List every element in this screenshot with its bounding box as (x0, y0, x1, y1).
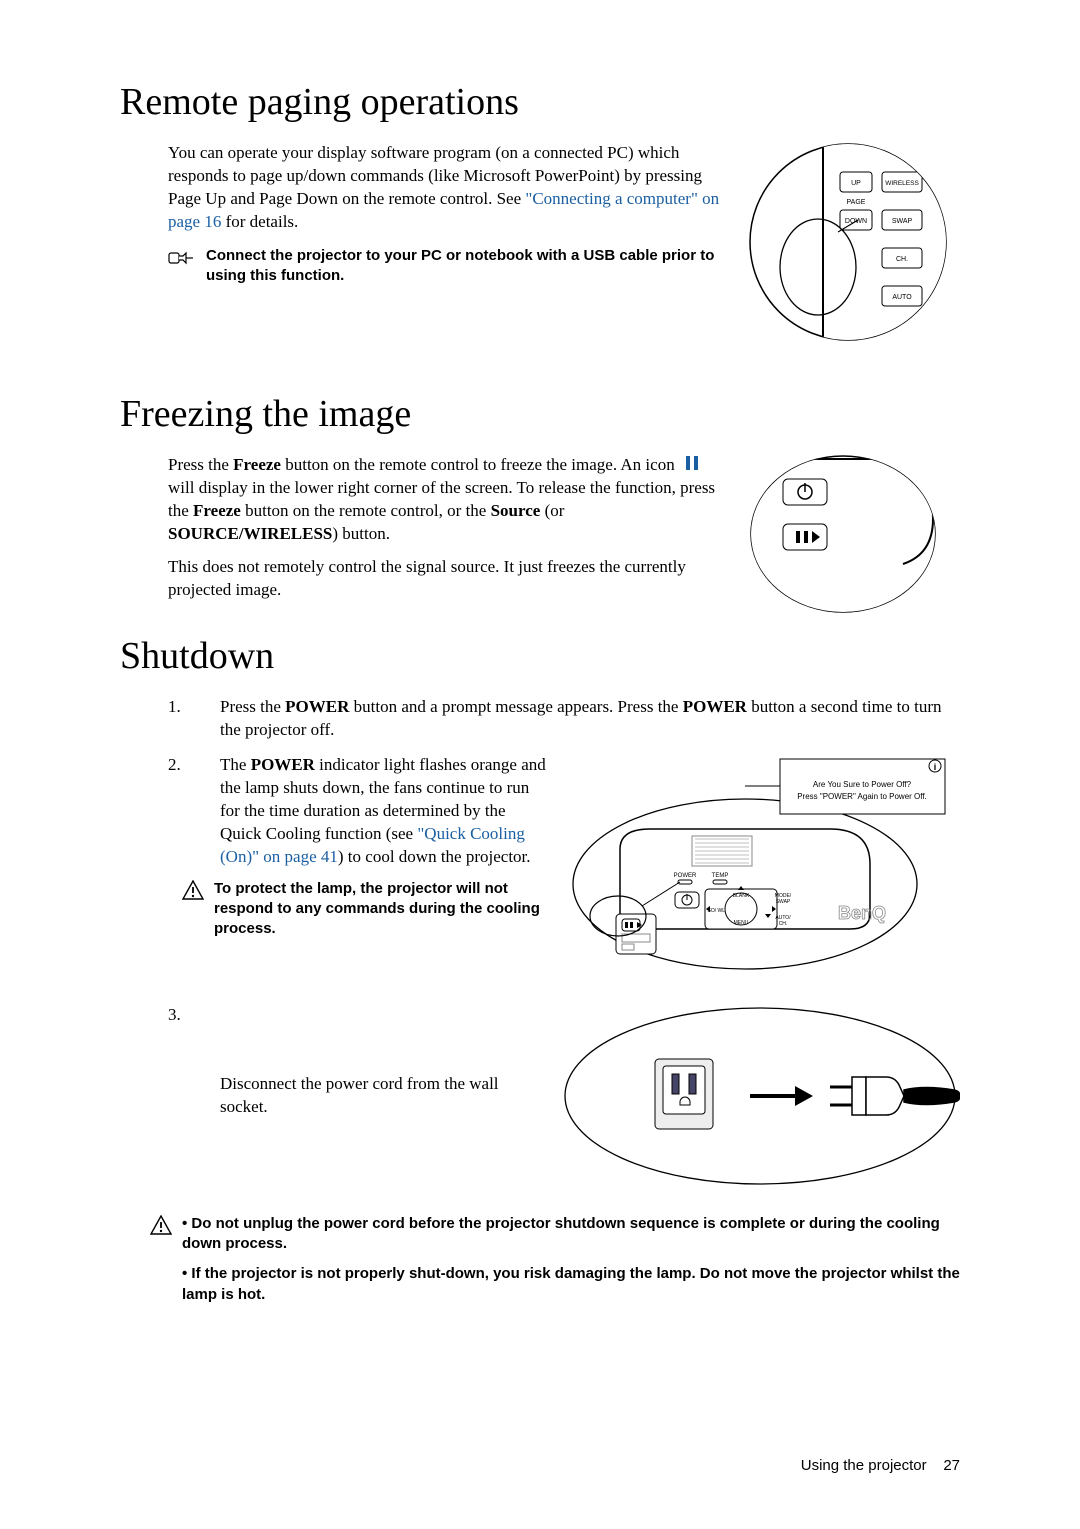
svg-text:TEMP: TEMP (712, 873, 729, 879)
remote-freeze-figure (748, 454, 938, 614)
text: Press the (168, 455, 233, 474)
svg-text:i: i (934, 762, 937, 772)
label-source: Source (491, 501, 541, 520)
page-number: 27 (943, 1457, 960, 1474)
note-text: Connect the projector to your PC or note… (206, 246, 728, 287)
text: ) button. (332, 524, 390, 543)
list-number: 3. (168, 1004, 192, 1189)
svg-text:AUTO: AUTO (892, 294, 912, 301)
note-text: To protect the lamp, the projector will … (214, 879, 550, 940)
text: The (220, 755, 251, 774)
svg-text:BenQ: BenQ (838, 903, 886, 923)
remote-page-buttons-figure: UP PAGE DOWN WIRELESS SWAP CH. AUTO (748, 142, 948, 342)
svg-text:PAGE: PAGE (847, 199, 866, 206)
svg-text:UP: UP (851, 180, 861, 187)
text: Disconnect the power cord from the wall … (220, 1073, 540, 1119)
warning-icon (182, 880, 204, 900)
text: for details. (221, 212, 298, 231)
page-footer: Using the projector 27 (801, 1457, 960, 1474)
svg-text:BLANK: BLANK (733, 893, 750, 899)
svg-text:CH.: CH. (779, 921, 788, 927)
section-shutdown: 1. Press the POWER button and a prompt m… (168, 696, 960, 1315)
label-power: POWER (683, 697, 747, 716)
footer-text: Using the projector (801, 1457, 927, 1474)
label-freeze: Freeze (233, 455, 281, 474)
label-power: POWER (251, 755, 315, 774)
text: (or (540, 501, 564, 520)
text: button on the remote control, or the (241, 501, 491, 520)
projector-shutdown-figure: i Are You Sure to Power Off? Press "POWE… (570, 754, 950, 974)
list-item: 1. Press the POWER button and a prompt m… (168, 696, 960, 742)
svg-text:POWER: POWER (674, 873, 697, 879)
list-item: 3. Disconnect the power cord from the wa… (168, 1004, 960, 1189)
section-remote-paging: You can operate your display software pr… (168, 142, 960, 342)
svg-text:WIRELESS: WIRELESS (885, 180, 919, 187)
svg-text:MENU: MENU (734, 920, 749, 926)
svg-text:Press "POWER" Again to Power O: Press "POWER" Again to Power Off. (797, 792, 927, 801)
svg-text:Are You Sure to Power Off?: Are You Sure to Power Off? (813, 780, 912, 789)
pause-icon (683, 454, 701, 472)
hand-pointer-icon (168, 248, 196, 268)
label-source-wireless: SOURCE/WIRELESS (168, 524, 332, 543)
heading-shutdown: Shutdown (120, 634, 960, 678)
paragraph: This does not remotely control the signa… (168, 556, 728, 602)
text: ) to cool down the projector. (338, 847, 531, 866)
svg-text:SO/ WL: SO/ WL (707, 908, 725, 914)
paragraph: You can operate your display software pr… (168, 142, 728, 234)
heading-remote-paging: Remote paging operations (120, 80, 960, 124)
section-freezing: Press the Freeze button on the remote co… (168, 454, 960, 614)
svg-text:CH.: CH. (896, 256, 908, 263)
label-power: POWER (285, 697, 349, 716)
text: button and a prompt message appears. Pre… (349, 697, 682, 716)
label-freeze: Freeze (193, 501, 241, 520)
svg-text:SWAP: SWAP (776, 899, 791, 905)
note: Connect the projector to your PC or note… (168, 246, 728, 287)
paragraph: Press the Freeze button on the remote co… (168, 454, 728, 546)
warning-text: • If the projector is not properly shut-… (182, 1264, 960, 1305)
heading-freezing-image: Freezing the image (120, 392, 960, 436)
list-item: 2. The POWER indicator light flashes ora… (168, 754, 960, 974)
text: button on the remote control to freeze t… (281, 455, 679, 474)
unplug-figure (560, 1004, 960, 1189)
note: To protect the lamp, the projector will … (182, 879, 550, 940)
list-number: 2. (168, 754, 192, 974)
list-number: 1. (168, 696, 192, 742)
text: Press the (220, 697, 285, 716)
warning-block: • Do not unplug the power cord before th… (150, 1214, 960, 1315)
warning-text: • Do not unplug the power cord before th… (182, 1214, 960, 1255)
svg-text:SWAP: SWAP (892, 218, 913, 225)
warning-icon (150, 1215, 172, 1235)
